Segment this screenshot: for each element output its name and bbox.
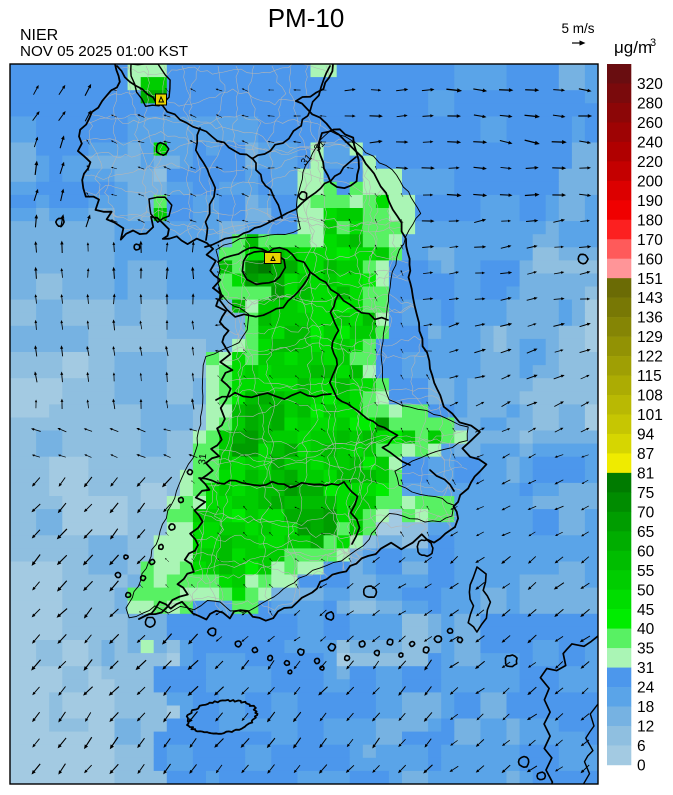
- svg-text:101: 101: [637, 407, 663, 424]
- svg-text:6: 6: [637, 738, 646, 755]
- svg-text:60: 60: [637, 543, 655, 560]
- svg-text:0: 0: [637, 758, 646, 775]
- svg-text:μg/m: μg/m: [614, 38, 652, 57]
- svg-text:12: 12: [637, 719, 654, 736]
- svg-text:70: 70: [637, 504, 655, 521]
- svg-text:115: 115: [637, 368, 662, 385]
- svg-text:170: 170: [637, 232, 663, 249]
- svg-text:129: 129: [637, 329, 663, 346]
- svg-text:NIER: NIER: [20, 27, 58, 44]
- svg-text:PM-10: PM-10: [268, 3, 345, 33]
- svg-text:151: 151: [637, 271, 663, 288]
- svg-text:180: 180: [637, 212, 663, 229]
- svg-text:280: 280: [637, 96, 663, 113]
- svg-text:220: 220: [637, 154, 663, 171]
- svg-text:5 m/s: 5 m/s: [561, 21, 594, 36]
- svg-text:190: 190: [637, 193, 663, 210]
- svg-text:108: 108: [637, 388, 663, 405]
- svg-text:200: 200: [637, 173, 663, 190]
- svg-text:NOV 05 2025 01:00 KST: NOV 05 2025 01:00 KST: [20, 43, 188, 60]
- svg-text:94: 94: [637, 427, 655, 444]
- svg-text:55: 55: [637, 563, 654, 580]
- svg-text:24: 24: [637, 680, 655, 697]
- svg-text:45: 45: [637, 602, 654, 619]
- svg-text:18: 18: [637, 699, 654, 716]
- svg-text:50: 50: [637, 582, 655, 599]
- svg-text:31: 31: [637, 660, 654, 677]
- svg-text:35: 35: [637, 641, 654, 658]
- svg-text:65: 65: [637, 524, 654, 541]
- svg-text:31: 31: [197, 453, 209, 466]
- svg-text:81: 81: [637, 465, 654, 482]
- svg-text:87: 87: [637, 446, 654, 463]
- svg-text:136: 136: [637, 310, 663, 327]
- svg-text:160: 160: [637, 251, 663, 268]
- svg-text:3: 3: [650, 37, 656, 49]
- svg-text:40: 40: [637, 621, 655, 638]
- svg-text:320: 320: [637, 76, 663, 93]
- svg-text:240: 240: [637, 134, 663, 151]
- svg-text:75: 75: [637, 485, 654, 502]
- svg-text:260: 260: [637, 115, 663, 132]
- svg-text:122: 122: [637, 349, 663, 366]
- svg-text:143: 143: [637, 290, 663, 307]
